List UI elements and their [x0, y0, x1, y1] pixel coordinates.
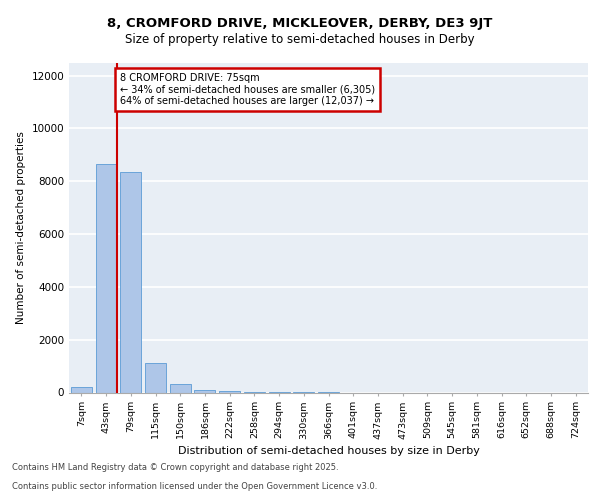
Text: Contains public sector information licensed under the Open Government Licence v3: Contains public sector information licen… [12, 482, 377, 491]
Text: 8, CROMFORD DRIVE, MICKLEOVER, DERBY, DE3 9JT: 8, CROMFORD DRIVE, MICKLEOVER, DERBY, DE… [107, 18, 493, 30]
Text: Contains HM Land Registry data © Crown copyright and database right 2025.: Contains HM Land Registry data © Crown c… [12, 464, 338, 472]
Bar [95, 164, 116, 392]
Bar [194, 390, 215, 392]
Bar [170, 384, 191, 392]
Text: Size of property relative to semi-detached houses in Derby: Size of property relative to semi-detach… [125, 32, 475, 46]
Bar [219, 390, 240, 392]
Bar [145, 364, 166, 392]
Y-axis label: Number of semi-detached properties: Number of semi-detached properties [16, 131, 26, 324]
Text: 8 CROMFORD DRIVE: 75sqm
← 34% of semi-detached houses are smaller (6,305)
64% of: 8 CROMFORD DRIVE: 75sqm ← 34% of semi-de… [119, 73, 374, 106]
X-axis label: Distribution of semi-detached houses by size in Derby: Distribution of semi-detached houses by … [178, 446, 479, 456]
Bar [71, 387, 92, 392]
Bar [120, 172, 141, 392]
